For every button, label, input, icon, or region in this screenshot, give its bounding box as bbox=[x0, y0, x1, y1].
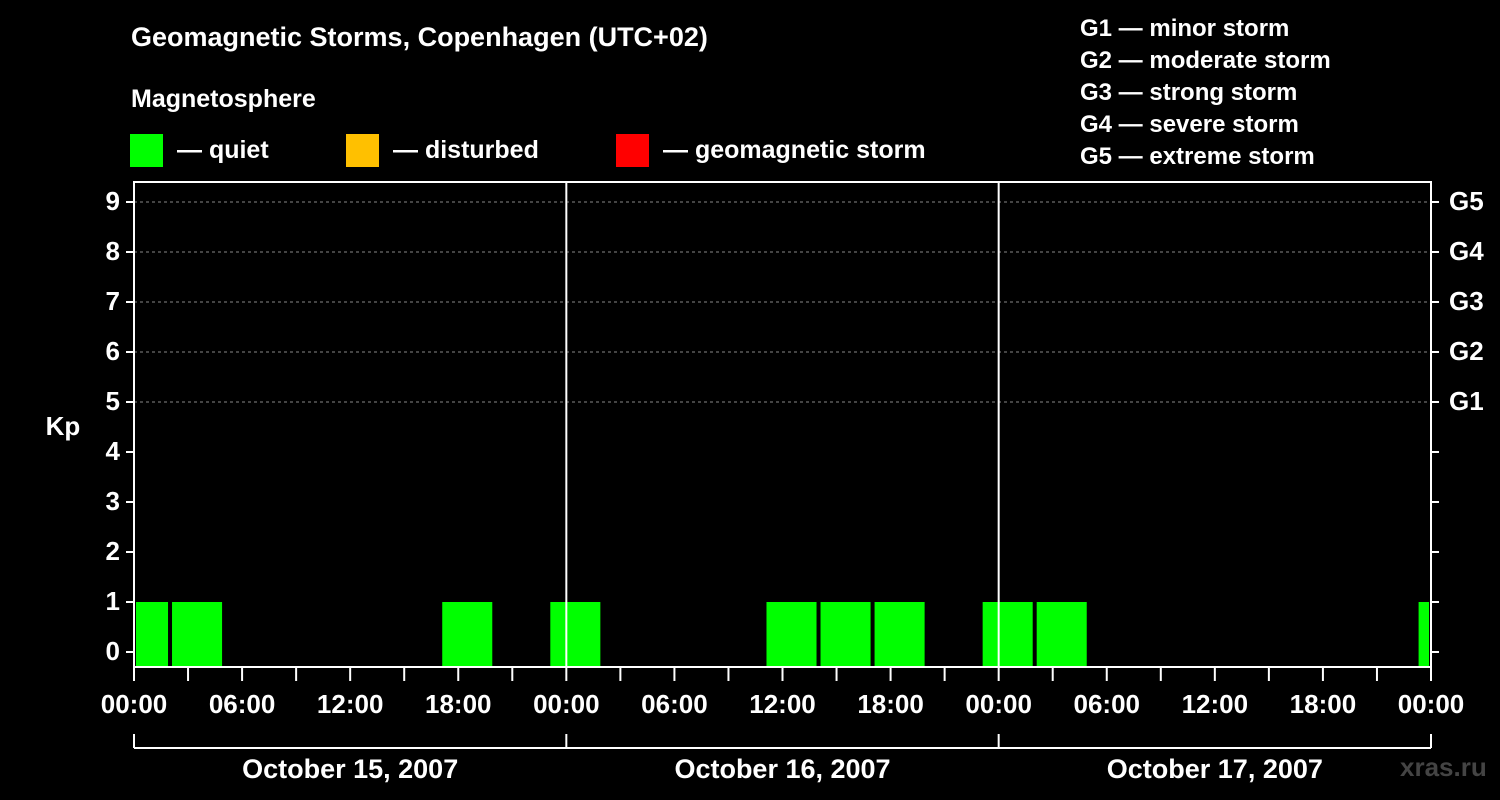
x-tick-label: 00:00 bbox=[533, 689, 600, 719]
g-level-label: G1 bbox=[1449, 386, 1484, 416]
g-level-label: G3 bbox=[1449, 286, 1484, 316]
y-tick-label: 2 bbox=[106, 536, 120, 566]
y-axis-label: Kp bbox=[46, 411, 81, 441]
x-tick-label: 18:00 bbox=[1290, 689, 1357, 719]
legend-disturbed: — disturbed bbox=[346, 133, 539, 167]
y-tick-label: 0 bbox=[106, 636, 120, 666]
y-tick-label: 8 bbox=[106, 236, 120, 266]
y-tick-label: 1 bbox=[106, 586, 120, 616]
g-legend-item: G3 — strong storm bbox=[1080, 79, 1298, 106]
x-tick-label: 00:00 bbox=[1398, 689, 1465, 719]
kp-bar bbox=[1418, 602, 1429, 667]
g-level-label: G5 bbox=[1449, 186, 1484, 216]
x-tick-label: 06:00 bbox=[1074, 689, 1141, 719]
y-tick-label: 7 bbox=[106, 286, 120, 316]
kp-bar bbox=[820, 602, 871, 667]
legend-quiet-swatch bbox=[130, 133, 163, 167]
day-label: October 15, 2007 bbox=[242, 754, 458, 784]
y-tick-label: 9 bbox=[106, 186, 120, 216]
kp-bar bbox=[172, 602, 223, 667]
legend-disturbed-label: — disturbed bbox=[393, 135, 539, 164]
kp-bar bbox=[874, 602, 925, 667]
legend-quiet: — quiet bbox=[130, 133, 269, 167]
legend-storm-label: — geomagnetic storm bbox=[663, 135, 926, 164]
y-tick-label: 4 bbox=[106, 436, 121, 466]
g-legend-item: G1 — minor storm bbox=[1080, 15, 1290, 42]
y-tick-label: 6 bbox=[106, 336, 120, 366]
x-tick-label: 18:00 bbox=[425, 689, 492, 719]
legend-quiet-label: — quiet bbox=[177, 135, 269, 164]
kp-bar bbox=[1036, 602, 1087, 667]
plot-frame bbox=[133, 181, 1432, 668]
x-tick-label: 00:00 bbox=[965, 689, 1032, 719]
x-tick-label: 06:00 bbox=[209, 689, 276, 719]
x-tick-label: 00:00 bbox=[101, 689, 168, 719]
day-label: October 16, 2007 bbox=[674, 754, 890, 784]
kp-bar bbox=[982, 602, 1033, 667]
x-tick-label: 12:00 bbox=[749, 689, 816, 719]
g-scale-legend: G1 — minor storm G2 — moderate storm G3 … bbox=[1080, 13, 1331, 173]
g-level-label: G2 bbox=[1449, 336, 1484, 366]
x-tick-label: 18:00 bbox=[857, 689, 924, 719]
x-tick-label: 12:00 bbox=[1182, 689, 1249, 719]
kp-bar bbox=[550, 602, 601, 667]
y-tick-label: 3 bbox=[106, 486, 120, 516]
kp-bar bbox=[766, 602, 817, 667]
g-level-label: G4 bbox=[1449, 236, 1484, 266]
legend-storm: — geomagnetic storm bbox=[616, 133, 926, 167]
kp-bar bbox=[442, 602, 493, 667]
g-legend-item: G4 — severe storm bbox=[1080, 111, 1299, 138]
x-tick-label: 06:00 bbox=[641, 689, 708, 719]
x-tick-label: 12:00 bbox=[317, 689, 384, 719]
chart-title: Geomagnetic Storms, Copenhagen (UTC+02) bbox=[131, 22, 708, 52]
chart-subtitle: Magnetosphere bbox=[131, 85, 316, 113]
g-legend-item: G5 — extreme storm bbox=[1080, 143, 1315, 170]
watermark: xras.ru bbox=[1400, 752, 1487, 782]
day-label: October 17, 2007 bbox=[1107, 754, 1323, 784]
legend-disturbed-swatch bbox=[346, 133, 379, 167]
g-legend-item: G2 — moderate storm bbox=[1080, 47, 1331, 74]
y-tick-label: 5 bbox=[106, 386, 120, 416]
legend-storm-swatch bbox=[616, 133, 649, 167]
kp-bar bbox=[136, 602, 169, 667]
